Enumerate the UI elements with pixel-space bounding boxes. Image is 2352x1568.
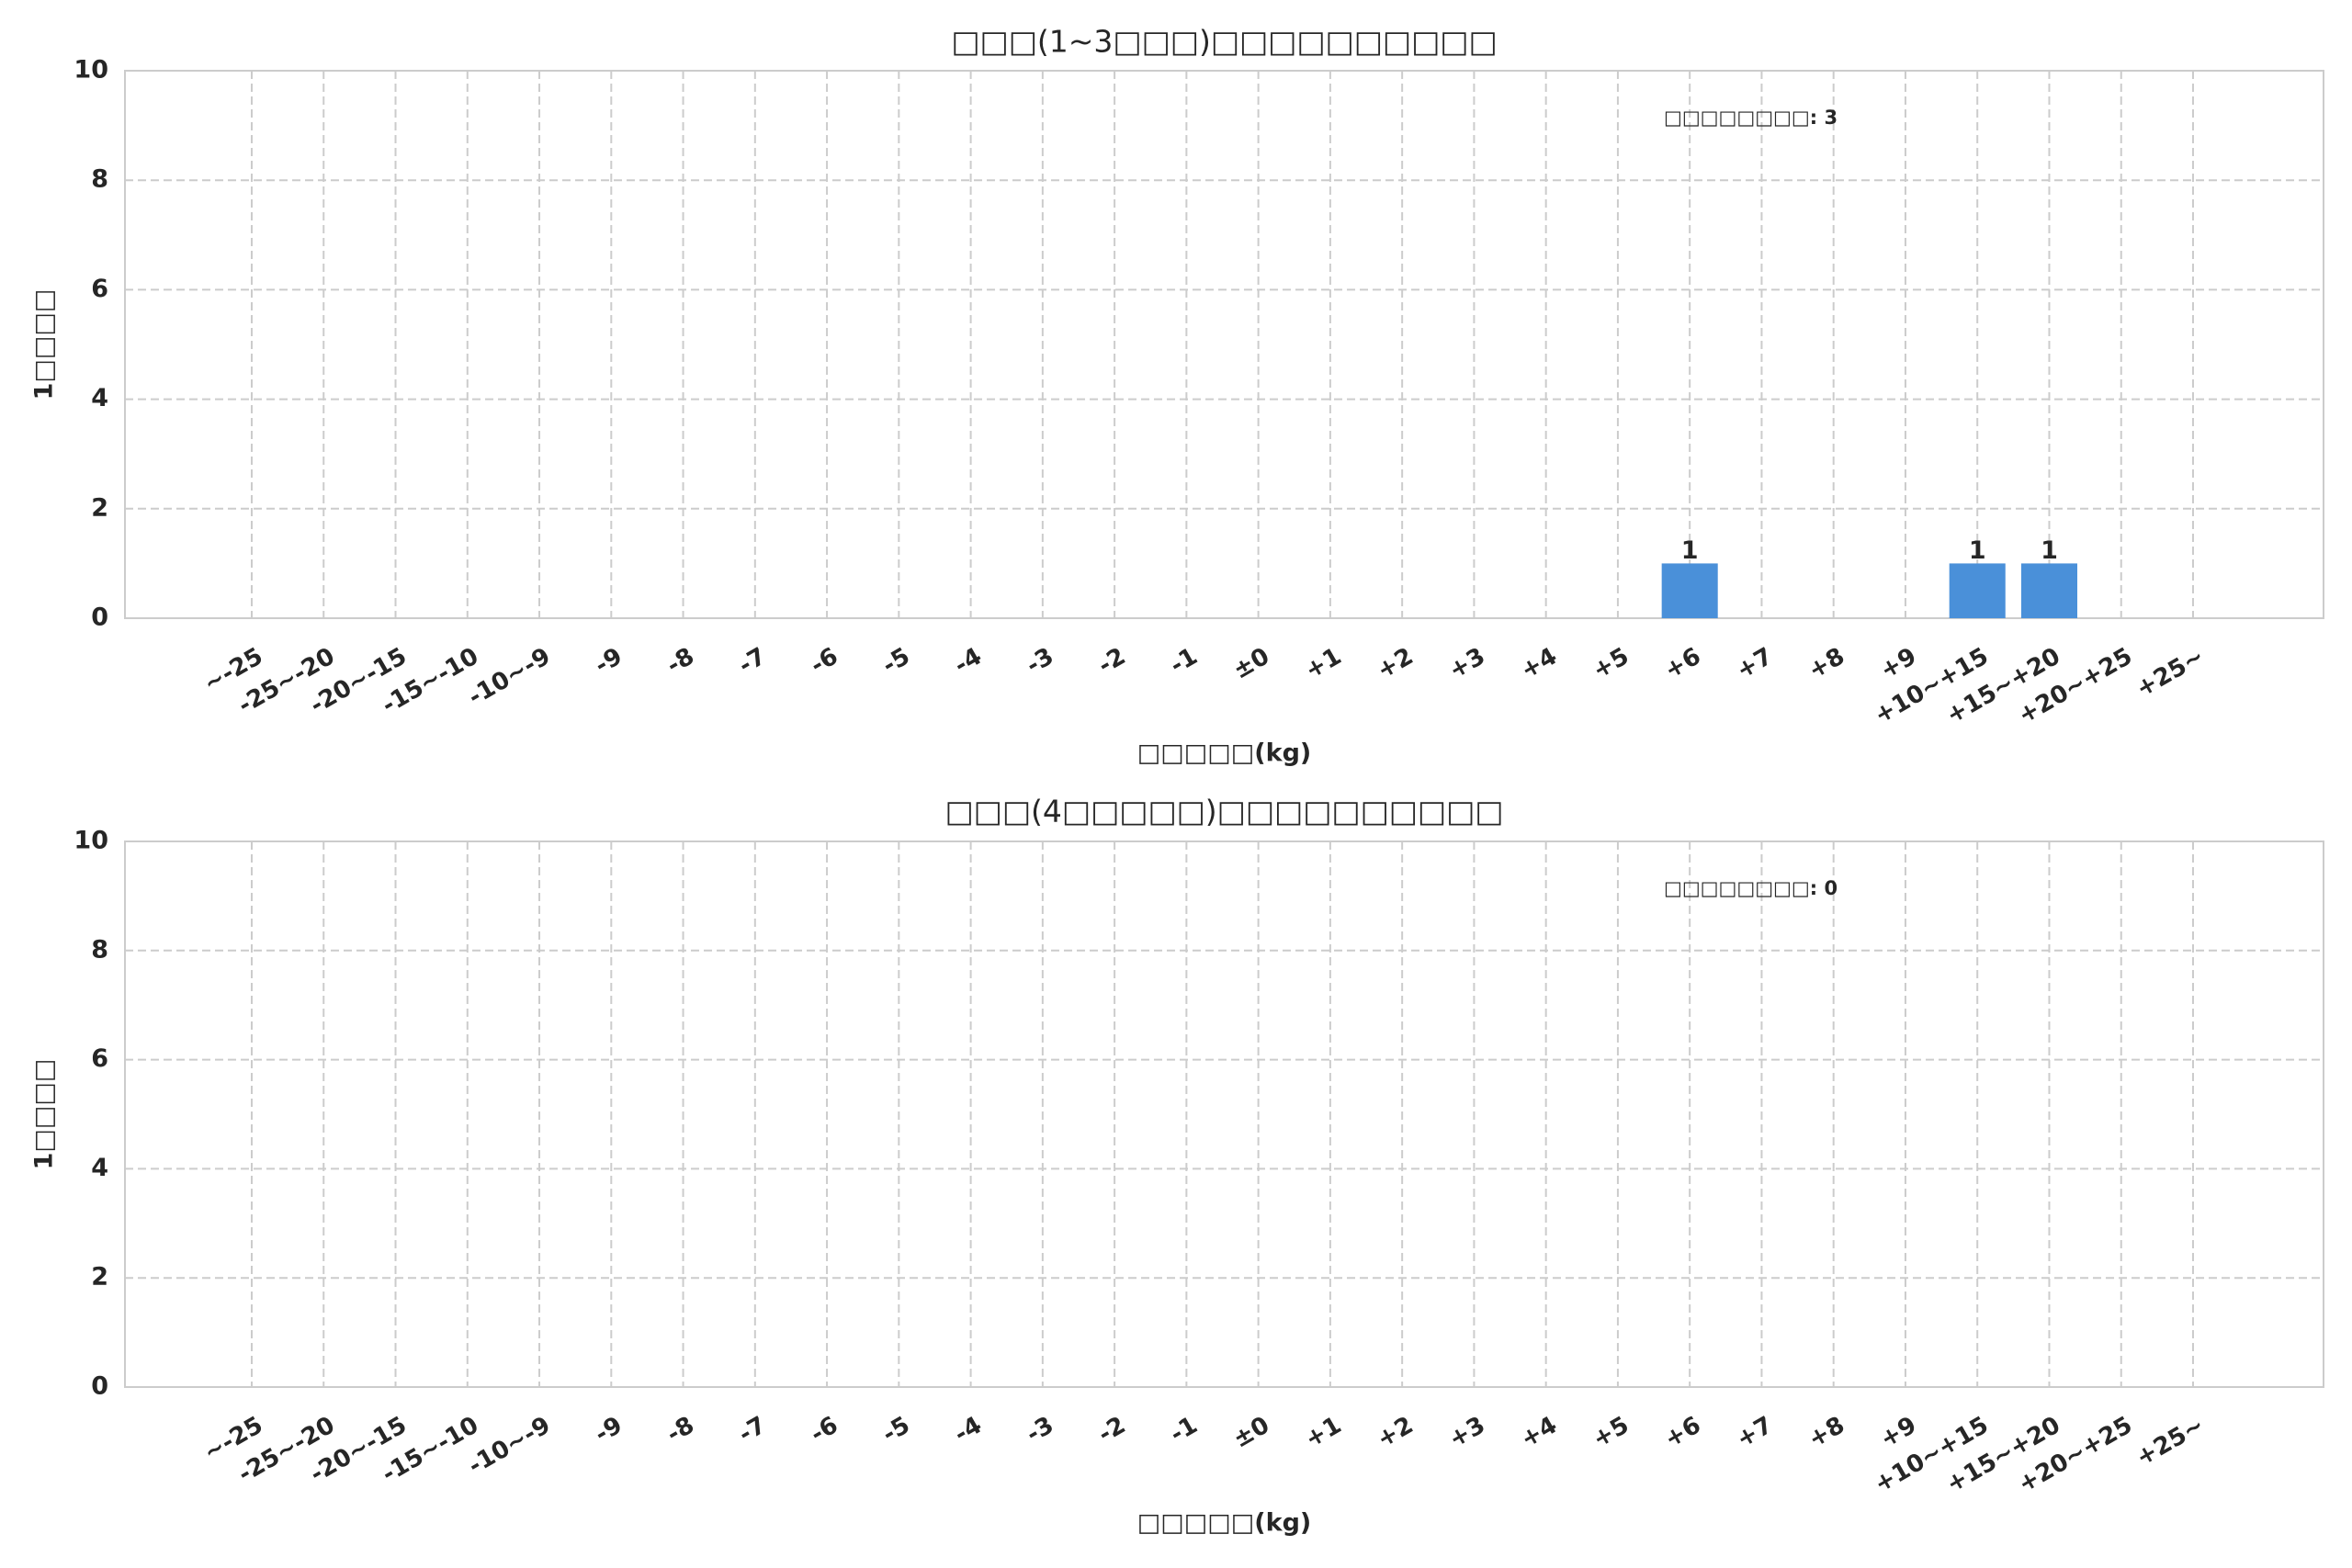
x-tick-label: +7	[1732, 643, 1778, 685]
x-tick-label: -9	[591, 1412, 628, 1449]
x-tick-label: -8	[662, 1412, 699, 1449]
y-tick-label: 2	[91, 1263, 108, 1292]
x-tick-label: +7	[1732, 1412, 1778, 1454]
y-tick-label: 10	[74, 827, 108, 855]
bar	[2020, 563, 2078, 618]
x-tick-label: -6	[806, 643, 842, 680]
x-tick-label: -1	[1166, 1412, 1203, 1449]
y-tick-label: 8	[91, 165, 108, 194]
chart-title: □□□(1~3□□□)□□□□□□□□□□	[951, 24, 1497, 60]
x-axis-label: □□□□□(kg)	[1137, 1509, 1312, 1538]
y-tick-label: 0	[91, 1372, 108, 1401]
x-tick-label: ±0	[1228, 643, 1274, 685]
x-tick-label: -1	[1166, 643, 1203, 680]
x-tick-label: -3	[1022, 1412, 1058, 1449]
y-tick-label: 4	[91, 1154, 108, 1182]
x-tick-label: +4	[1516, 643, 1562, 685]
x-tick-label: -6	[806, 1412, 842, 1449]
bar	[1949, 563, 2006, 618]
y-tick-label: 10	[74, 56, 108, 85]
data-label: 1	[1681, 536, 1699, 565]
y-tick-label: 8	[91, 935, 108, 964]
x-tick-label: +3	[1444, 1412, 1490, 1454]
y-axis-label: 1□□□□	[30, 1059, 59, 1170]
x-tick-label: ±0	[1228, 1412, 1274, 1454]
x-tick-label: -4	[950, 1412, 987, 1449]
data-label: 1	[2041, 536, 2058, 565]
x-tick-label: +9	[1876, 1412, 1922, 1454]
x-tick-label: -4	[950, 643, 987, 680]
x-tick-label: -7	[734, 643, 771, 680]
x-tick-label: +6	[1660, 1412, 1706, 1454]
x-axis-label: □□□□□(kg)	[1137, 739, 1312, 768]
x-tick-label: +5	[1589, 643, 1634, 685]
x-tick-label: -10~-9	[464, 1412, 556, 1481]
x-tick-label: -9	[591, 643, 628, 680]
y-tick-label: 6	[91, 1044, 108, 1073]
x-tick-label: +4	[1516, 1412, 1562, 1454]
x-tick-label: +1	[1301, 1412, 1347, 1454]
x-tick-label: +9	[1876, 643, 1922, 685]
x-tick-label: +5	[1589, 1412, 1634, 1454]
x-tick-label: +8	[1804, 1412, 1849, 1454]
x-tick-label: +25~	[2132, 643, 2209, 704]
annotation: □□□□□□□□: 0	[1664, 877, 1838, 899]
x-tick-label: +3	[1444, 643, 1490, 685]
x-tick-label: -5	[878, 1412, 915, 1449]
y-tick-label: 0	[91, 604, 108, 632]
y-tick-label: 2	[91, 493, 108, 522]
x-tick-label: -2	[1093, 1412, 1130, 1449]
x-tick-label: -7	[734, 1412, 771, 1449]
data-label: 1	[1969, 536, 1986, 565]
plot-frame	[124, 840, 2324, 1388]
x-tick-label: +1	[1301, 643, 1347, 685]
x-tick-label: -5	[878, 643, 915, 680]
x-tick-label: +25~	[2132, 1412, 2209, 1472]
x-tick-label: -3	[1022, 643, 1058, 680]
x-tick-label: -10~-9	[464, 643, 556, 712]
x-tick-label: +8	[1804, 643, 1849, 685]
x-tick-label: -2	[1093, 643, 1130, 680]
y-tick-label: 4	[91, 384, 108, 412]
x-tick-label: +2	[1373, 1412, 1419, 1454]
annotation: □□□□□□□□: 3	[1664, 107, 1838, 129]
chart-title: □□□(4□□□□□)□□□□□□□□□□	[945, 794, 1504, 829]
bar	[1661, 563, 1718, 618]
plot-frame	[124, 70, 2324, 619]
y-axis-label: 1□□□□	[30, 289, 59, 400]
x-tick-label: -8	[662, 643, 699, 680]
x-tick-label: +6	[1660, 643, 1706, 685]
x-tick-label: +2	[1373, 643, 1419, 685]
y-tick-label: 6	[91, 275, 108, 303]
